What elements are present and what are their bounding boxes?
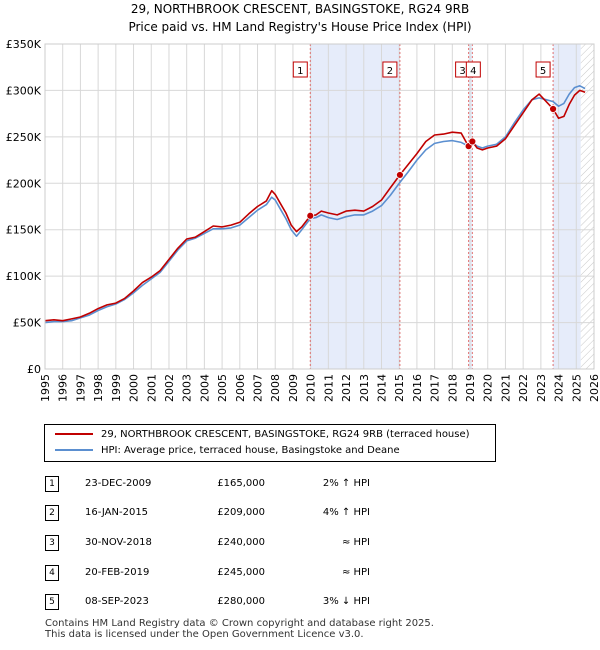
transaction-row: 3 30-NOV-2018 £240,000 ≈ HPI xyxy=(0,534,600,552)
transaction-date: 20-FEB-2019 xyxy=(85,567,150,578)
x-tick-label: 2005 xyxy=(216,374,229,402)
transaction-price: £165,000 xyxy=(217,478,265,489)
x-tick-label: 2024 xyxy=(553,374,566,402)
x-tick-label: 2004 xyxy=(198,374,211,402)
transaction-hpi: ≈ HPI xyxy=(341,567,370,578)
projection-area xyxy=(580,44,594,369)
sale-point xyxy=(396,171,404,179)
x-tick-label: 2021 xyxy=(499,374,512,402)
y-tick-label: £300K xyxy=(6,84,42,97)
chart-title: 29, NORTHBROOK CRESCENT, BASINGSTOKE, RG… xyxy=(130,2,470,16)
transaction-hpi: ≈ HPI xyxy=(341,537,370,548)
x-tick-label: 2003 xyxy=(181,374,194,402)
x-tick-label: 2012 xyxy=(340,374,353,402)
y-tick-label: £0 xyxy=(27,363,41,376)
y-tick-label: £100K xyxy=(6,270,42,283)
x-tick-label: 2022 xyxy=(517,374,530,402)
transaction-hpi: 3% ↓ HPI xyxy=(322,596,370,607)
transaction-price: £209,000 xyxy=(217,507,265,518)
x-tick-label: 2017 xyxy=(429,374,442,402)
legend-item-property: 29, NORTHBROOK CRESCENT, BASINGSTOKE, RG… xyxy=(55,428,470,442)
y-tick-label: £350K xyxy=(6,38,42,51)
x-tick-label: 2002 xyxy=(163,374,176,402)
x-tick-label: 2025 xyxy=(570,374,583,402)
sale-marker-label: 1 xyxy=(297,66,303,77)
x-tick-label: 2010 xyxy=(305,374,318,402)
sale-marker-label: 3 xyxy=(459,66,465,77)
sale-marker-box xyxy=(465,61,481,78)
footer-copyright: Contains HM Land Registry data © Crown c… xyxy=(45,618,434,629)
x-tick-label: 1998 xyxy=(92,374,105,402)
transaction-row: 5 08-SEP-2023 £280,000 3% ↓ HPI xyxy=(0,593,600,611)
x-tick-label: 1997 xyxy=(74,374,87,402)
x-tick-label: 2009 xyxy=(287,374,300,402)
chart-subtitle: Price paid vs. HM Land Registry's House … xyxy=(128,20,472,34)
legend-item-hpi: HPI: Average price, terraced house, Basi… xyxy=(55,444,400,458)
y-tick-label: £50K xyxy=(13,317,42,330)
x-tick-label: 2008 xyxy=(269,374,282,402)
transaction-hpi: 4% ↑ HPI xyxy=(322,507,370,518)
y-tick-label: £200K xyxy=(6,177,42,190)
x-tick-label: 2015 xyxy=(393,374,406,402)
plot-border xyxy=(44,43,595,370)
x-tick-label: 2007 xyxy=(252,374,265,402)
legend-property-label: 29, NORTHBROOK CRESCENT, BASINGSTOKE, RG… xyxy=(101,429,470,440)
sale-marker-label: 4 xyxy=(470,66,476,77)
sale-point xyxy=(468,137,477,146)
shaded-period xyxy=(310,44,400,369)
hpi-series-line xyxy=(44,85,586,324)
sale-point xyxy=(549,105,557,113)
sale-marker-box xyxy=(382,61,398,78)
x-tick-label: 2000 xyxy=(128,374,141,402)
y-tick-label: £150K xyxy=(6,224,42,237)
transaction-date: 23-DEC-2009 xyxy=(85,478,152,489)
x-tick-label: 2001 xyxy=(145,374,158,402)
sale-marker-label: 5 xyxy=(540,66,546,77)
transaction-date: 16-JAN-2015 xyxy=(85,507,149,518)
transaction-row: 4 20-FEB-2019 £245,000 ≈ HPI xyxy=(0,564,600,582)
x-tick-label: 2026 xyxy=(588,374,600,402)
footer: Contains HM Land Registry data © Crown c… xyxy=(45,618,434,640)
transaction-date: 30-NOV-2018 xyxy=(85,537,152,548)
sale-marker-label: 2 xyxy=(387,66,393,77)
x-tick-label: 2014 xyxy=(375,374,388,402)
property-series-line xyxy=(44,89,586,322)
y-tick-label: £250K xyxy=(6,131,42,144)
transaction-date: 08-SEP-2023 xyxy=(85,596,149,607)
x-tick-label: 2018 xyxy=(446,374,459,402)
transaction-number: 4 xyxy=(45,565,59,581)
x-tick-label: 1996 xyxy=(57,374,70,402)
transaction-number: 3 xyxy=(45,535,59,551)
transaction-row: 1 23-DEC-2009 £165,000 2% ↑ HPI xyxy=(0,475,600,493)
x-tick-label: 2011 xyxy=(322,374,335,402)
transaction-price: £245,000 xyxy=(217,567,265,578)
transaction-number: 1 xyxy=(45,476,59,492)
hpi-line-swatch xyxy=(55,449,93,451)
x-tick-label: 2023 xyxy=(535,374,548,402)
price-chart: £0 £50K £100K £150K £200K £250K £300K £350K 1995… xyxy=(6,38,600,402)
property-line-swatch xyxy=(55,433,93,435)
transaction-price: £280,000 xyxy=(217,596,265,607)
transaction-number: 5 xyxy=(45,594,59,610)
x-tick-label: 2013 xyxy=(358,374,371,402)
x-tick-label: 2019 xyxy=(464,374,477,402)
legend: 29, NORTHBROOK CRESCENT, BASINGSTOKE, RG… xyxy=(44,424,496,462)
x-tick-label: 1999 xyxy=(110,374,123,402)
sale-point xyxy=(306,211,315,220)
x-tick-label: 1995 xyxy=(39,374,52,402)
transaction-hpi: 2% ↑ HPI xyxy=(322,478,370,489)
transaction-number: 2 xyxy=(45,505,59,521)
x-tick-label: 2016 xyxy=(411,374,424,402)
x-tick-label: 2020 xyxy=(482,374,495,402)
sale-marker-box xyxy=(292,61,308,78)
transaction-row: 2 16-JAN-2015 £209,000 4% ↑ HPI xyxy=(0,504,600,522)
footer-license: This data is licensed under the Open Gov… xyxy=(45,629,364,640)
sale-marker-box xyxy=(535,61,551,78)
transaction-price: £240,000 xyxy=(217,537,265,548)
x-tick-label: 2006 xyxy=(234,374,247,402)
legend-hpi-label: HPI: Average price, terraced house, Basi… xyxy=(101,445,400,456)
